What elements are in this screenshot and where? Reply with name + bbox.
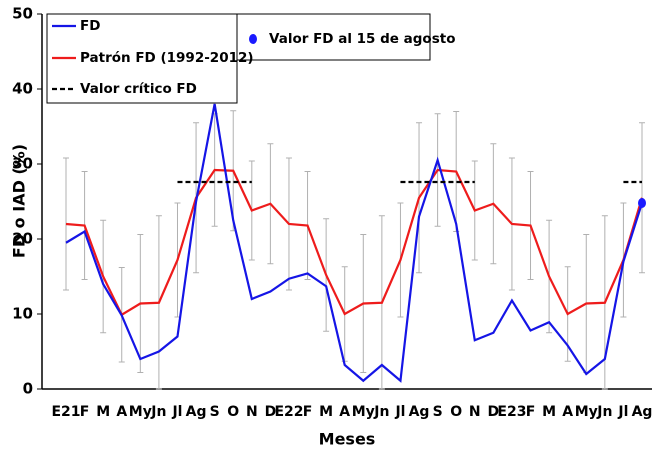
x-tick-label: S: [210, 404, 220, 420]
x-tick-label: O: [227, 404, 239, 420]
y-tick-label: 40: [12, 80, 33, 98]
x-tick-label: A: [339, 404, 350, 420]
series-line: [65, 103, 644, 383]
y-tick-label: 10: [12, 305, 33, 323]
x-tick-label: Jl: [394, 404, 405, 420]
x-tick-label: M: [96, 404, 110, 420]
y-tick-label: 0: [23, 380, 33, 398]
x-tick-label: My: [352, 404, 375, 420]
x-tick-label: Jl: [171, 404, 182, 420]
y-tick-label: 20: [12, 230, 33, 248]
x-tick-label: Ag: [409, 404, 430, 420]
x-tick-label: Jn: [373, 404, 389, 420]
x-tick-label: E21: [51, 404, 80, 420]
x-tick-label: E22: [274, 404, 303, 420]
x-tick-label: F: [303, 404, 313, 420]
x-tick-label: Ag: [186, 404, 207, 420]
x-tick-label: M: [542, 404, 556, 420]
x-tick-label: Ag: [632, 404, 653, 420]
legend-label: Valor crítico FD: [80, 81, 197, 97]
y-tick-label: 50: [12, 5, 33, 23]
legend-label: Patrón FD (1992-2012): [80, 50, 254, 66]
x-tick-label: My: [129, 404, 152, 420]
legend-label: FD: [80, 18, 100, 34]
y-tick-label: 30: [12, 155, 33, 173]
x-tick-label: D: [265, 404, 277, 420]
x-tick-label: N: [246, 404, 258, 420]
x-tick-label: S: [433, 404, 443, 420]
legend-box: [46, 13, 238, 104]
legend-box: [236, 13, 431, 61]
legend-swatch: [249, 34, 257, 44]
x-tick-label: N: [469, 404, 481, 420]
x-tick-label: A: [562, 404, 573, 420]
x-tick-label: Jn: [150, 404, 166, 420]
x-tick-label: E23: [497, 404, 526, 420]
x-tick-label: O: [450, 404, 462, 420]
series-line: [65, 168, 644, 317]
x-tick-label: A: [116, 404, 127, 420]
legend-label: Valor FD al 15 de agosto: [269, 31, 455, 47]
x-tick-label: M: [319, 404, 333, 420]
x-tick-label: Jn: [596, 404, 612, 420]
y-axis-label: FD o IAD (%): [10, 144, 29, 258]
point: [638, 198, 646, 208]
x-axis-label: Meses: [319, 430, 376, 449]
x-tick-label: Jl: [617, 404, 628, 420]
x-tick-label: F: [526, 404, 536, 420]
x-tick-label: F: [80, 404, 90, 420]
x-tick-label: My: [575, 404, 598, 420]
x-tick-label: D: [488, 404, 500, 420]
